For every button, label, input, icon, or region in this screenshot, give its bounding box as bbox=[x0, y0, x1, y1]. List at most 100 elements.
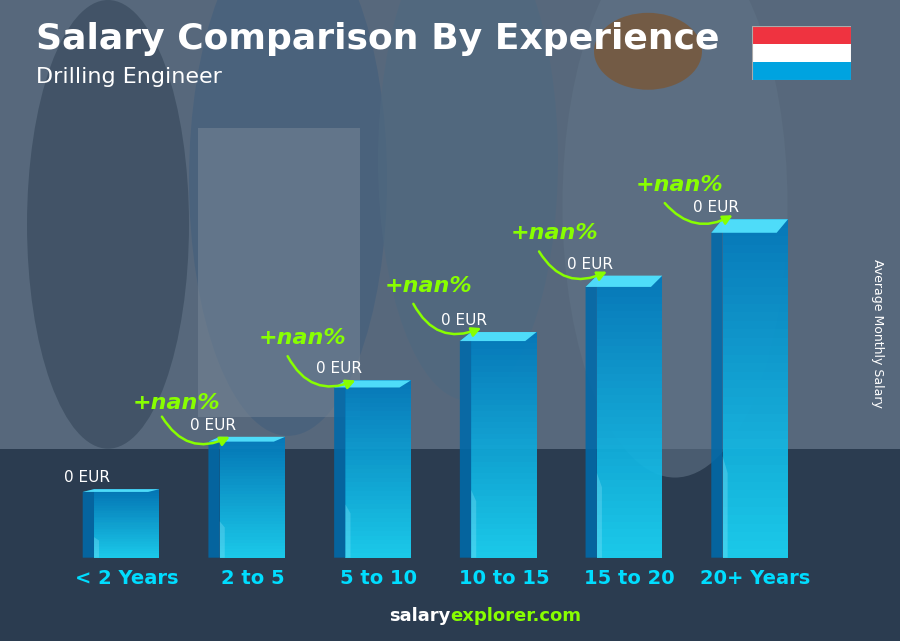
Bar bbox=[220, 482, 285, 485]
Bar bbox=[723, 228, 788, 236]
Bar bbox=[346, 518, 410, 522]
Bar bbox=[597, 480, 662, 487]
Bar bbox=[723, 338, 788, 346]
Bar bbox=[472, 411, 536, 417]
Bar bbox=[220, 497, 285, 500]
Bar bbox=[94, 503, 159, 504]
Bar bbox=[472, 456, 536, 462]
Text: +nan%: +nan% bbox=[384, 276, 473, 296]
Bar bbox=[723, 405, 788, 414]
Bar bbox=[723, 320, 788, 329]
Bar bbox=[723, 236, 788, 245]
FancyArrowPatch shape bbox=[288, 356, 353, 388]
Bar bbox=[346, 482, 410, 487]
Bar bbox=[94, 525, 159, 527]
Bar bbox=[220, 470, 285, 473]
Bar bbox=[94, 547, 159, 549]
Bar bbox=[597, 417, 662, 424]
Bar bbox=[94, 532, 159, 534]
Bar bbox=[723, 270, 788, 278]
Polygon shape bbox=[94, 537, 99, 558]
Bar bbox=[346, 407, 410, 412]
Bar bbox=[472, 366, 536, 372]
Bar bbox=[472, 495, 536, 501]
Bar bbox=[597, 501, 662, 508]
Polygon shape bbox=[83, 489, 94, 558]
Bar bbox=[94, 544, 159, 545]
Bar bbox=[472, 524, 536, 529]
Bar bbox=[94, 535, 159, 537]
Bar bbox=[723, 304, 788, 312]
Bar bbox=[472, 473, 536, 479]
Bar bbox=[346, 544, 410, 549]
Bar bbox=[220, 506, 285, 510]
Bar bbox=[346, 456, 410, 460]
Ellipse shape bbox=[378, 0, 558, 401]
Text: +nan%: +nan% bbox=[258, 328, 346, 348]
Bar bbox=[723, 499, 788, 507]
Polygon shape bbox=[346, 504, 350, 558]
Bar bbox=[220, 524, 285, 528]
Text: Average Monthly Salary: Average Monthly Salary bbox=[871, 259, 884, 408]
Bar bbox=[472, 344, 536, 349]
Bar bbox=[346, 540, 410, 544]
Text: +nan%: +nan% bbox=[510, 224, 598, 244]
Bar bbox=[472, 507, 536, 513]
Polygon shape bbox=[597, 473, 602, 558]
Bar bbox=[723, 456, 788, 465]
Bar bbox=[220, 552, 285, 554]
Bar bbox=[723, 541, 788, 549]
Bar bbox=[94, 530, 159, 532]
Bar bbox=[597, 466, 662, 473]
Bar bbox=[220, 461, 285, 464]
Bar bbox=[220, 494, 285, 497]
Bar bbox=[597, 551, 662, 558]
Bar bbox=[220, 458, 285, 461]
Bar bbox=[94, 519, 159, 520]
Bar bbox=[472, 513, 536, 518]
Bar bbox=[723, 473, 788, 481]
Bar bbox=[597, 403, 662, 410]
Bar bbox=[94, 496, 159, 497]
Bar bbox=[472, 490, 536, 495]
Bar bbox=[94, 508, 159, 510]
Bar bbox=[597, 360, 662, 367]
Bar bbox=[472, 479, 536, 485]
Polygon shape bbox=[460, 332, 536, 341]
Bar bbox=[220, 455, 285, 458]
Text: 0 EUR: 0 EUR bbox=[693, 200, 739, 215]
Bar bbox=[597, 424, 662, 431]
Bar bbox=[220, 515, 285, 519]
Bar bbox=[220, 464, 285, 467]
Bar bbox=[220, 510, 285, 512]
Bar bbox=[220, 449, 285, 452]
Bar bbox=[94, 489, 159, 491]
Bar bbox=[472, 518, 536, 524]
Bar bbox=[472, 377, 536, 383]
Bar bbox=[220, 537, 285, 540]
Bar bbox=[597, 346, 662, 353]
Bar bbox=[94, 522, 159, 524]
Bar bbox=[597, 339, 662, 346]
Bar bbox=[220, 443, 285, 446]
Bar bbox=[94, 517, 159, 519]
Bar bbox=[472, 541, 536, 546]
Bar bbox=[220, 554, 285, 558]
Bar bbox=[723, 515, 788, 524]
Bar bbox=[346, 412, 410, 416]
Bar bbox=[597, 276, 662, 283]
Bar bbox=[220, 512, 285, 515]
Text: Salary Comparison By Experience: Salary Comparison By Experience bbox=[36, 22, 719, 56]
Bar bbox=[94, 537, 159, 539]
Bar bbox=[472, 405, 536, 411]
Bar bbox=[94, 524, 159, 525]
Bar bbox=[0, 0, 900, 449]
Text: 0 EUR: 0 EUR bbox=[316, 362, 362, 376]
Bar bbox=[220, 473, 285, 476]
Bar bbox=[472, 388, 536, 394]
Bar bbox=[94, 539, 159, 540]
Bar bbox=[94, 494, 159, 496]
Bar bbox=[723, 465, 788, 473]
Bar bbox=[597, 283, 662, 290]
Bar bbox=[597, 529, 662, 537]
